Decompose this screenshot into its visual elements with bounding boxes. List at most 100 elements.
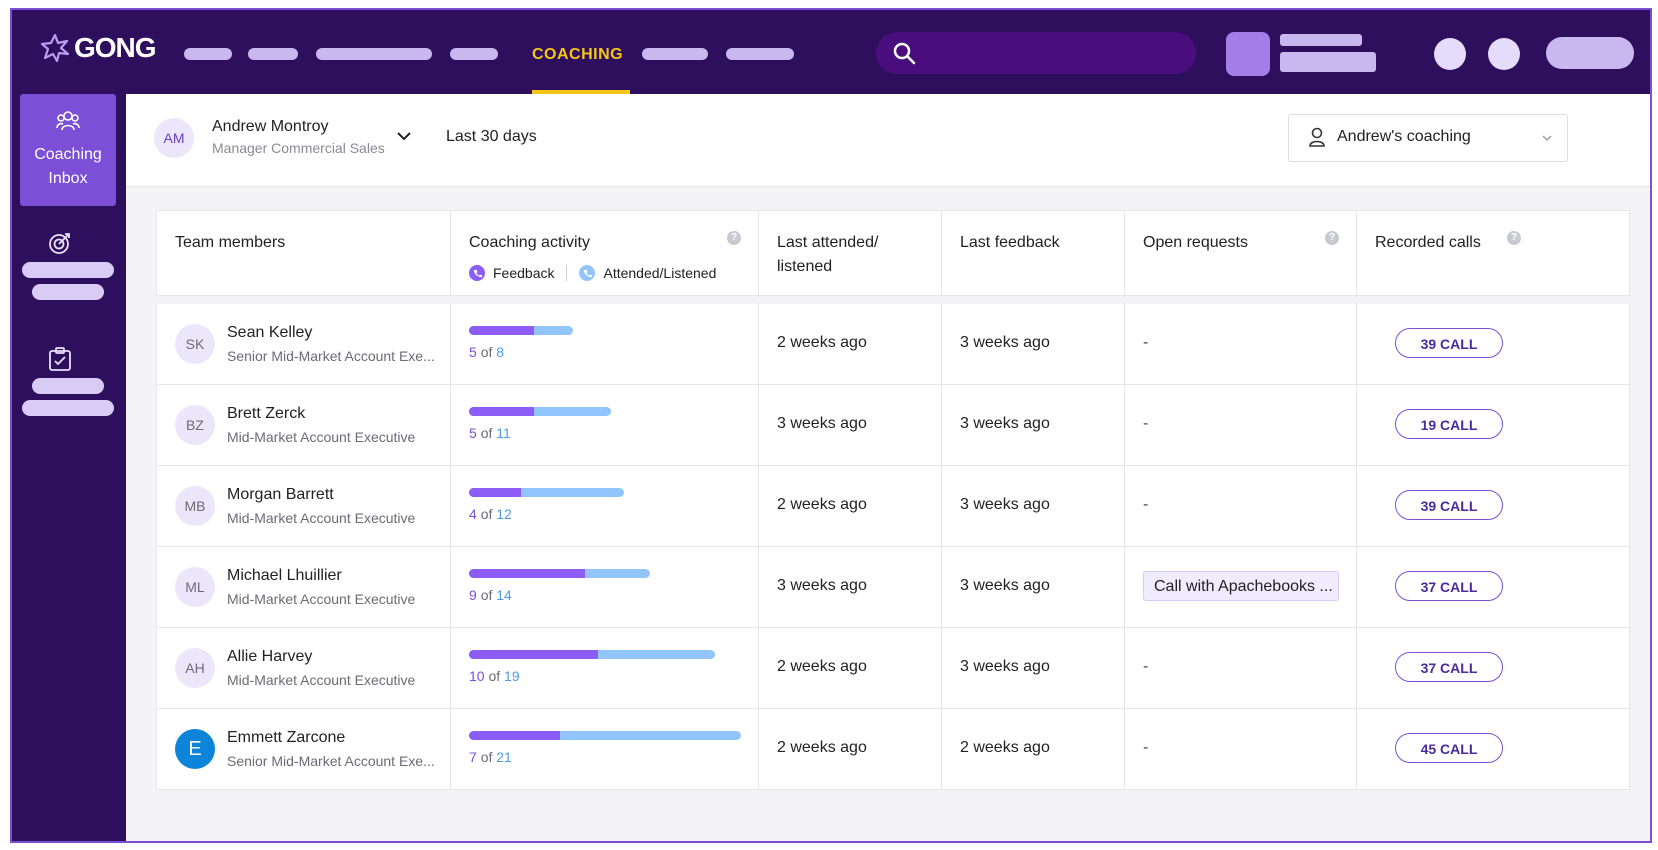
member-name[interactable]: Emmett Zarcone — [227, 729, 346, 746]
feedback-count: 4 — [469, 506, 477, 522]
coaching-view-label: Andrew's coaching — [1337, 128, 1471, 145]
column-header-last-attended[interactable]: Last attended/ listened — [759, 211, 942, 297]
table-row[interactable]: MB Morgan Barrett Mid-Market Account Exe… — [156, 466, 1630, 547]
user-menu-placeholder[interactable] — [1546, 37, 1634, 69]
feedback-count: 7 — [469, 749, 477, 765]
avatar: SK — [175, 324, 215, 364]
activity-progress-bar — [469, 731, 741, 740]
open-request-empty: - — [1143, 334, 1149, 351]
member-name[interactable]: Sean Kelley — [227, 324, 313, 341]
app-frame: GONG COACHING — [10, 8, 1652, 843]
last-attended-value: 2 weeks ago — [777, 496, 867, 513]
manager-name[interactable]: Andrew Montroy — [212, 118, 329, 135]
open-requests-cell: - — [1125, 385, 1357, 465]
nav-item-placeholder[interactable] — [184, 48, 232, 60]
column-header-recorded-calls[interactable]: Recorded calls ? — [1357, 211, 1631, 297]
last-attended-value: 2 weeks ago — [777, 658, 867, 675]
sidebar-label-placeholder[interactable] — [32, 284, 104, 300]
total-count: 12 — [496, 506, 512, 522]
column-header-last-feedback[interactable]: Last feedback — [942, 211, 1125, 297]
recorded-calls-button[interactable]: 45 CALL — [1395, 733, 1503, 763]
sidebar-item-label: Coaching — [34, 146, 102, 163]
table-row[interactable]: AH Allie Harvey Mid-Market Account Execu… — [156, 628, 1630, 709]
column-header-open-requests[interactable]: Open requests ? — [1125, 211, 1357, 297]
filter-bar: AM Andrew Montroy Manager Commercial Sal… — [126, 94, 1650, 187]
clipboard-icon[interactable] — [47, 346, 73, 372]
sidebar-label-placeholder[interactable] — [32, 378, 104, 394]
table-row[interactable]: E Emmett Zarcone Senior Mid-Market Accou… — [156, 709, 1630, 790]
last-feedback-cell: 2 weeks ago — [942, 709, 1125, 789]
member-name[interactable]: Brett Zerck — [227, 405, 306, 422]
last-feedback-value: 3 weeks ago — [960, 496, 1050, 513]
member-name[interactable]: Allie Harvey — [227, 648, 313, 665]
target-icon[interactable] — [47, 230, 73, 256]
last-feedback-value: 2 weeks ago — [960, 739, 1050, 756]
activity-counts: 10 of 19 — [469, 668, 520, 684]
last-attended-value: 3 weeks ago — [777, 415, 867, 432]
nav-item-placeholder[interactable] — [450, 48, 498, 60]
total-count: 11 — [496, 425, 511, 441]
sidebar-label-placeholder[interactable] — [22, 262, 114, 278]
recorded-calls-button[interactable]: 39 CALL — [1395, 328, 1503, 358]
column-header-team-members[interactable]: Team members — [157, 211, 451, 297]
team-member-cell: AH Allie Harvey Mid-Market Account Execu… — [157, 628, 451, 708]
recorded-calls-button[interactable]: 39 CALL — [1395, 490, 1503, 520]
nav-tab-coaching[interactable]: COACHING — [532, 46, 624, 63]
column-header-label: Last attended/ — [777, 234, 879, 251]
activity-counts: 7 of 21 — [469, 749, 512, 765]
member-role: Mid-Market Account Executive — [227, 429, 416, 445]
nav-item-placeholder[interactable] — [248, 48, 298, 60]
help-icon[interactable]: ? — [1507, 231, 1521, 245]
chevron-down-icon[interactable] — [394, 126, 414, 146]
app-icon-placeholder[interactable] — [1226, 32, 1270, 76]
activity-progress-bar — [469, 650, 715, 659]
phone-icon — [579, 265, 596, 281]
help-icon[interactable]: ? — [1325, 231, 1339, 245]
avatar: E — [175, 729, 215, 769]
header-icon-placeholder[interactable] — [1488, 38, 1520, 70]
logo-text: GONG — [74, 32, 157, 63]
table-row[interactable]: BZ Brett Zerck Mid-Market Account Execut… — [156, 385, 1630, 466]
feedback-count: 5 — [469, 344, 477, 360]
team-member-cell: MB Morgan Barrett Mid-Market Account Exe… — [157, 466, 451, 546]
activity-counts: 5 of 11 — [469, 425, 511, 441]
search-bar[interactable] — [876, 32, 1196, 74]
last-feedback-value: 3 weeks ago — [960, 415, 1050, 432]
phone-icon — [469, 265, 485, 281]
recorded-calls-cell: 37 CALL — [1357, 628, 1631, 708]
gong-logo[interactable]: GONG — [40, 32, 157, 64]
recorded-calls-button[interactable]: 37 CALL — [1395, 571, 1503, 601]
column-header-label: Team members — [175, 234, 286, 251]
last-attended-cell: 3 weeks ago — [759, 385, 942, 465]
member-role: Senior Mid-Market Account Exe... — [227, 753, 435, 769]
of-text: of — [480, 344, 493, 360]
column-header-coaching-activity[interactable]: Coaching activity ? Feedback Attended/Li… — [451, 211, 759, 297]
open-request-chip[interactable]: Call with Apachebooks ... — [1143, 571, 1339, 601]
recorded-calls-cell: 39 CALL — [1357, 466, 1631, 546]
total-count: 19 — [504, 668, 520, 684]
nav-item-placeholder[interactable] — [642, 48, 708, 60]
nav-item-placeholder[interactable] — [726, 48, 794, 60]
member-name[interactable]: Michael Lhuillier — [227, 567, 342, 584]
header-icon-placeholder[interactable] — [1434, 38, 1466, 70]
column-header-label: Last feedback — [960, 234, 1060, 251]
coaching-view-dropdown[interactable]: Andrew's coaching — [1288, 114, 1568, 162]
sidebar-item-coaching-inbox[interactable]: Coaching Inbox — [20, 94, 116, 206]
nav-item-placeholder[interactable] — [316, 48, 432, 60]
member-name[interactable]: Morgan Barrett — [227, 486, 334, 503]
open-requests-cell: Call with Apachebooks ... — [1125, 547, 1357, 627]
open-request-empty: - — [1143, 739, 1149, 756]
feedback-progress-fill — [469, 407, 534, 416]
feedback-progress-fill — [469, 650, 599, 659]
recorded-calls-button[interactable]: 37 CALL — [1395, 652, 1503, 682]
table-row[interactable]: SK Sean Kelley Senior Mid-Market Account… — [156, 304, 1630, 385]
date-range-filter[interactable]: Last 30 days — [446, 128, 537, 145]
text-placeholder — [1280, 52, 1376, 72]
last-attended-value: 2 weeks ago — [777, 739, 867, 756]
sidebar-label-placeholder[interactable] — [22, 400, 114, 416]
help-icon[interactable]: ? — [727, 231, 741, 245]
recorded-calls-button[interactable]: 19 CALL — [1395, 409, 1503, 439]
manager-avatar: AM — [154, 118, 194, 158]
top-nav-bar: GONG COACHING — [12, 10, 1650, 94]
table-row[interactable]: ML Michael Lhuillier Mid-Market Account … — [156, 547, 1630, 628]
